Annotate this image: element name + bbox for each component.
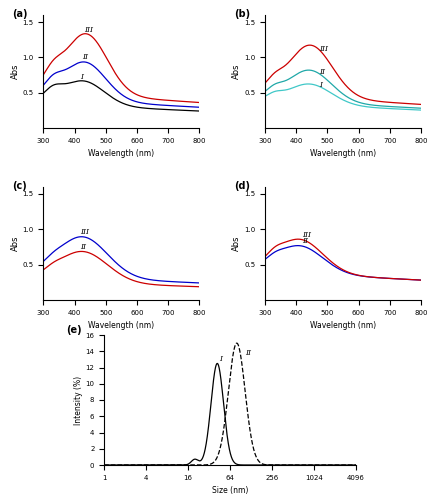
X-axis label: Wavelength (nm): Wavelength (nm) — [89, 322, 155, 330]
Text: (d): (d) — [234, 181, 250, 191]
Y-axis label: Abs: Abs — [11, 64, 20, 80]
Text: II: II — [302, 237, 308, 245]
X-axis label: Wavelength (nm): Wavelength (nm) — [310, 322, 376, 330]
Text: II: II — [82, 53, 89, 61]
Y-axis label: Abs: Abs — [232, 236, 241, 251]
Text: III: III — [80, 228, 89, 236]
Text: I: I — [219, 355, 222, 363]
X-axis label: Wavelength (nm): Wavelength (nm) — [89, 150, 155, 158]
Text: I: I — [80, 72, 83, 80]
Text: III: III — [319, 45, 328, 53]
Text: II: II — [319, 68, 325, 76]
Text: (b): (b) — [234, 10, 250, 20]
Text: I: I — [319, 80, 322, 88]
X-axis label: Wavelength (nm): Wavelength (nm) — [310, 150, 376, 158]
X-axis label: Size (nm): Size (nm) — [212, 486, 248, 496]
Text: II: II — [80, 242, 86, 250]
Text: (c): (c) — [12, 181, 27, 191]
Text: (a): (a) — [12, 10, 28, 20]
Text: (e): (e) — [66, 324, 82, 334]
Y-axis label: Intensity (%): Intensity (%) — [74, 376, 82, 424]
Y-axis label: Abs: Abs — [11, 236, 20, 251]
Text: III: III — [302, 230, 311, 238]
Text: III: III — [85, 26, 94, 34]
Y-axis label: Abs: Abs — [232, 64, 241, 80]
Text: II: II — [245, 350, 251, 358]
